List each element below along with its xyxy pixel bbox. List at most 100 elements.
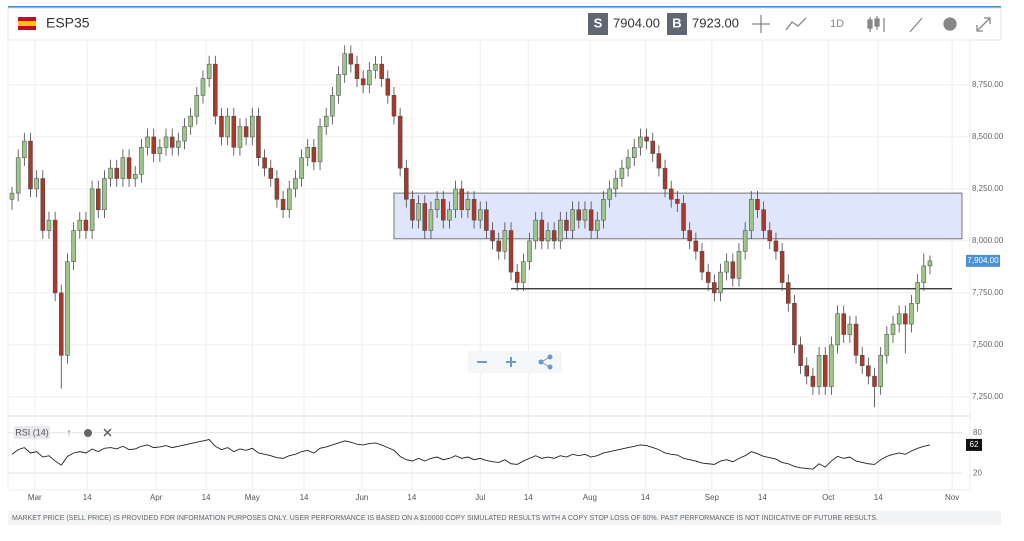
x-tick-label: 14 [202,493,211,502]
candle-body [219,115,224,138]
candle-body [841,313,846,335]
candle-body [724,261,729,273]
rsi-current-tag [966,438,982,451]
x-tick-label: 14 [641,493,650,502]
x-tick-label: Oct [822,493,835,502]
y-tick-label: 8,500.00 [972,132,1004,141]
rsi-settings-button[interactable] [84,429,92,437]
candle-body [268,167,274,179]
candle-body [231,115,237,148]
share-button[interactable] [538,354,553,370]
candle-body [656,153,662,169]
candle-body [108,167,113,179]
rsi-label-box[interactable] [14,426,50,439]
candle-type-button[interactable] [867,16,885,32]
rsi-close-button[interactable] [103,428,112,437]
flag-icon [18,17,36,30]
y-tick-label: 7,500.00 [972,340,1004,349]
candle-body [915,282,920,304]
candle-body [909,303,914,325]
symbol: ESP35 [46,15,90,31]
candle-body [391,95,397,117]
candle-body [65,261,70,356]
candle-body [662,167,668,190]
candle-body [169,136,175,148]
crosshair-button[interactable] [752,15,770,33]
candle-body [330,95,335,117]
candle-body [786,282,791,304]
candle-body [157,147,163,154]
rsi-up-button[interactable]: ↑ [66,427,72,439]
x-tick-label: Jun [355,493,368,502]
candle-body [539,219,545,242]
candle-body [755,199,760,210]
x-tick-label: 14 [758,493,767,502]
candle-body [379,63,384,79]
candle-body [102,178,107,210]
candle-body [705,271,711,283]
candle-body [681,203,686,231]
candle-body [274,178,280,200]
candle-body [625,157,631,169]
candle-body [367,70,372,86]
settings-button[interactable] [943,17,957,31]
candle-body [595,219,600,231]
draw-button[interactable] [909,17,923,33]
candle-body [779,251,785,283]
candle-body [693,240,699,252]
candle-body [96,188,101,210]
x-tick-label: Nov [945,493,959,502]
candle-body [15,157,21,194]
candle-body [502,230,508,252]
candle-body [816,355,822,387]
sell-price: 7904.00 [613,15,660,30]
candle-body [687,230,692,242]
candle-body [576,209,582,221]
candle-body [89,188,95,231]
candle-body [317,126,323,163]
zoom-in-button[interactable] [506,357,516,367]
x-tick-label: May [245,493,260,502]
candle-body [59,292,64,356]
candle-body [385,78,391,96]
candle-body [459,188,464,210]
buy-button[interactable] [667,13,687,35]
candle-body [206,63,212,79]
candle-body [114,167,119,179]
timeframe[interactable]: 1D [830,18,844,30]
candle-body [139,147,144,175]
candle-body [921,265,927,283]
candle-body [9,192,15,200]
candle-body [225,115,230,138]
candle-body [822,355,828,387]
candle-body [182,126,187,142]
candle-body [262,157,267,169]
candle-body [742,230,748,252]
candle-body [644,136,649,142]
x-tick-label: Mar [28,493,42,502]
candle-body [890,323,896,335]
candle-body [675,199,680,204]
chart-type-button[interactable] [785,17,807,31]
candle-body [798,344,803,366]
y-tick-label: 8,750.00 [972,80,1004,89]
sell-button[interactable] [588,13,608,35]
candle-body [927,260,933,267]
candle-body [422,203,428,231]
candle-body [120,157,126,179]
header-bar [7,7,1002,41]
candle-body [404,167,409,200]
candle-body [145,136,150,148]
candle-body [508,230,514,273]
candle-body [453,188,458,210]
candle-body [237,126,243,148]
candle-body [250,115,255,138]
candle-body [348,53,354,65]
candle-body [77,219,83,231]
candle-body [188,115,193,127]
candle-body [514,271,520,283]
expand-button[interactable] [976,17,991,32]
candle-body [40,178,46,231]
candle-body [132,174,138,179]
x-tick-label: Jul [475,493,485,502]
